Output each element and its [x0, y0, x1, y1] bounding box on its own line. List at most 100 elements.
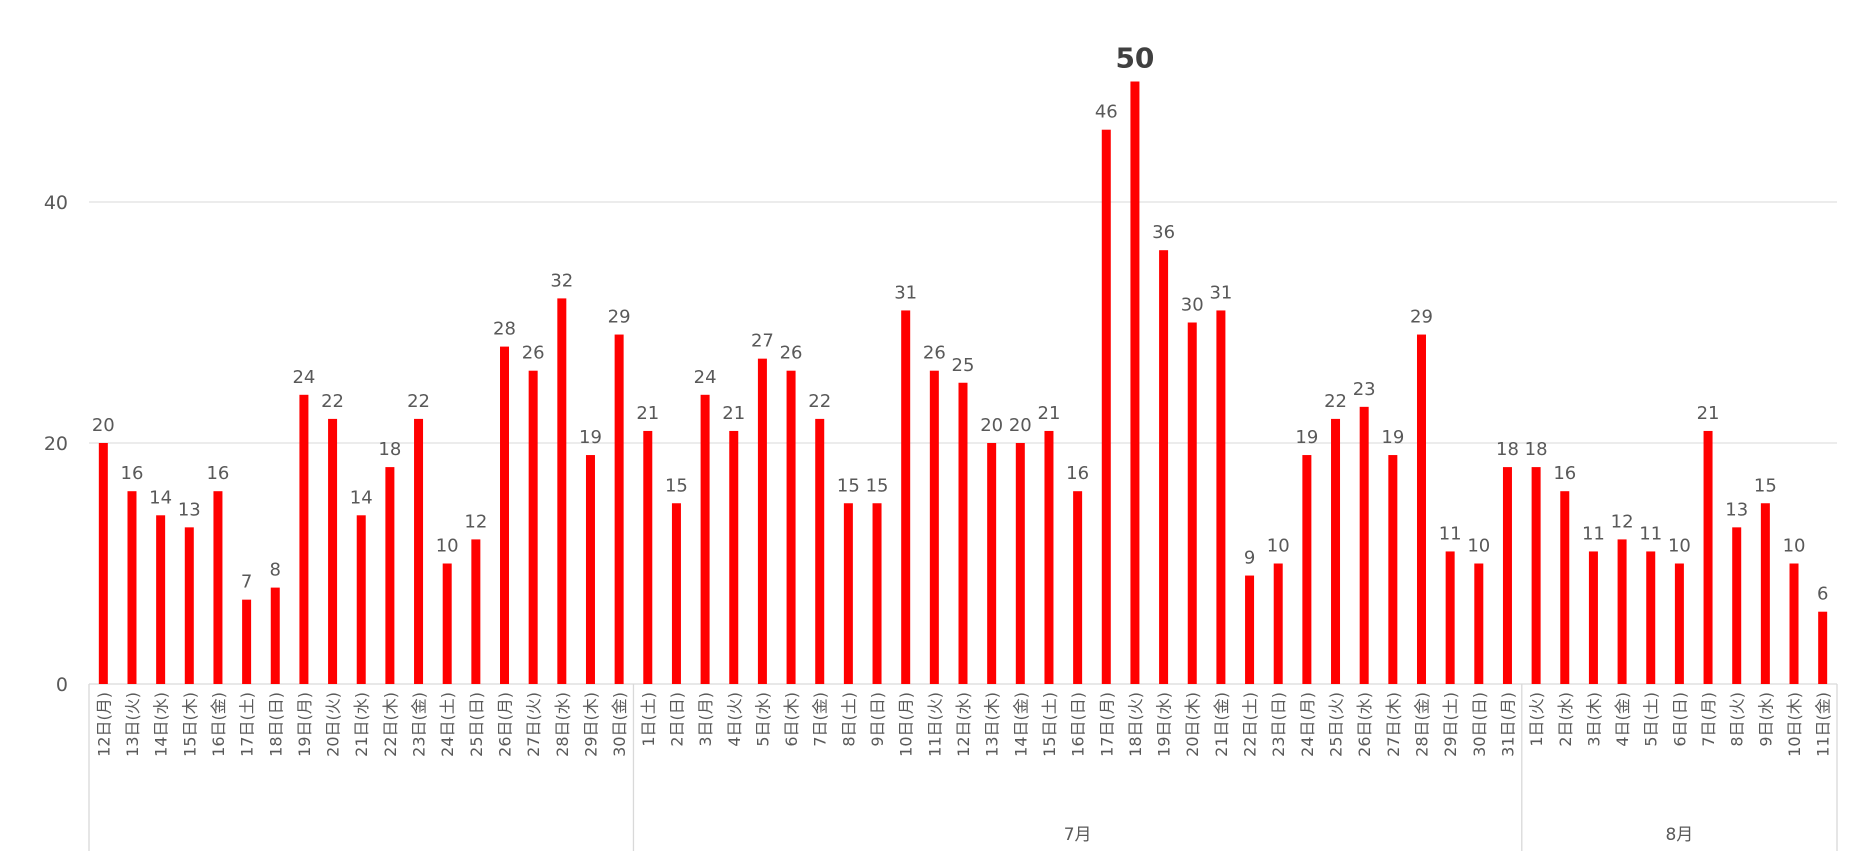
data-label: 19 — [579, 427, 602, 448]
x-tick-label: 24日(月) — [1298, 692, 1317, 757]
bar — [1560, 491, 1570, 684]
data-label: 18 — [1496, 439, 1519, 460]
x-tick-label: 6日(日) — [1670, 692, 1689, 747]
x-tick-label: 2日(日) — [667, 692, 686, 747]
x-tick-label: 14日(水) — [152, 692, 171, 757]
data-label: 13 — [1725, 499, 1748, 520]
data-label: 11 — [1582, 523, 1605, 544]
bar — [1588, 551, 1598, 684]
bar — [1331, 418, 1341, 684]
data-label: 10 — [1267, 536, 1290, 557]
x-tick-label: 9日(日) — [868, 692, 887, 747]
x-tick-label: 30日(金) — [610, 692, 629, 757]
data-label: 6 — [1817, 584, 1828, 605]
x-tick-label: 22日(土) — [1241, 692, 1260, 757]
bar — [385, 467, 395, 684]
data-label: 13 — [178, 499, 201, 520]
bar — [700, 394, 710, 684]
bar — [1703, 430, 1713, 684]
x-tick-label: 19日(水) — [1155, 692, 1174, 757]
data-label: 50 — [1115, 42, 1154, 75]
x-tick-label: 15日(木) — [180, 692, 199, 757]
bar — [1502, 467, 1512, 684]
bar — [958, 382, 968, 684]
x-axis: 12日(月) 13日(火) 14日(水) 15日(木) 16日(金) 17日(土) 18日(… — [88, 684, 1838, 851]
x-tick-label: 26日(水) — [1355, 692, 1374, 757]
data-label: 22 — [407, 391, 430, 412]
bar — [1187, 322, 1197, 684]
bar — [127, 491, 137, 684]
x-tick-label: 18日(火) — [1126, 692, 1145, 757]
data-label: 16 — [206, 463, 229, 484]
data-label: 16 — [121, 463, 144, 484]
bar — [442, 563, 452, 684]
data-label: 31 — [1209, 282, 1232, 303]
bar — [815, 418, 825, 684]
x-tick-label: 29日(土) — [1441, 692, 1460, 757]
x-tick-label: 25日(日) — [467, 692, 486, 757]
bar — [500, 346, 510, 684]
bar — [1273, 563, 1283, 684]
data-label: 10 — [436, 536, 459, 557]
data-labels: 2016141316782422141822101228263219292115… — [92, 42, 1829, 605]
data-label: 24 — [292, 367, 315, 388]
bar — [1732, 527, 1742, 684]
data-label: 9 — [1244, 548, 1255, 569]
bar — [299, 394, 309, 684]
bar — [557, 298, 567, 684]
data-label: 11 — [1639, 523, 1662, 544]
bar — [471, 539, 481, 684]
data-label: 22 — [1324, 391, 1347, 412]
bar — [98, 443, 108, 684]
data-label: 23 — [1353, 379, 1376, 400]
x-tick-label: 21日(金) — [1212, 692, 1231, 757]
data-label: 28 — [493, 319, 516, 340]
bar — [184, 527, 194, 684]
x-tick-label: 8日(火) — [1728, 692, 1747, 747]
data-label: 12 — [464, 511, 487, 532]
bar — [1789, 563, 1799, 684]
data-label: 21 — [636, 403, 659, 424]
bar — [729, 430, 739, 684]
x-tick-label: 8日(土) — [839, 692, 858, 747]
data-label: 15 — [665, 475, 688, 496]
x-tick-label: 23日(金) — [410, 692, 429, 757]
data-label: 10 — [1783, 536, 1806, 557]
x-tick-label: 25日(火) — [1327, 692, 1346, 757]
bar — [929, 370, 939, 684]
x-tick-label: 5日(土) — [1642, 692, 1661, 747]
bar — [987, 443, 997, 684]
x-tick-label: 16日(日) — [1069, 692, 1088, 757]
x-tick-label: 15日(土) — [1040, 692, 1059, 757]
x-tick-label: 4日(金) — [1613, 692, 1632, 747]
x-tick-label: 28日(水) — [553, 692, 572, 757]
x-tick-label: 9日(水) — [1756, 692, 1775, 747]
data-label: 25 — [952, 355, 975, 376]
bar — [1073, 491, 1083, 684]
data-label: 18 — [378, 439, 401, 460]
x-tick-label: 14日(金) — [1011, 692, 1030, 757]
bars — [98, 81, 1828, 684]
x-tick-label: 13日(火) — [123, 692, 142, 757]
x-tick-label: 4日(火) — [725, 692, 744, 747]
data-label: 18 — [1525, 439, 1548, 460]
bar — [1617, 539, 1627, 684]
bar — [1760, 503, 1770, 684]
data-label: 46 — [1095, 102, 1118, 123]
x-tick-label: 17日(月) — [1097, 692, 1116, 757]
x-tick-label: 11日(火) — [925, 692, 944, 757]
x-tick-label: 18日(日) — [266, 692, 285, 757]
x-tick-label: 19日(月) — [295, 692, 314, 757]
data-label: 29 — [608, 307, 631, 328]
bar — [843, 503, 853, 684]
data-label: 16 — [1066, 463, 1089, 484]
data-label: 20 — [980, 415, 1003, 436]
x-tick-label: 20日(火) — [324, 692, 343, 757]
data-label: 20 — [92, 415, 115, 436]
bar — [757, 358, 767, 684]
x-tick-label: 10日(木) — [1785, 692, 1804, 757]
x-tick-label: 23日(日) — [1269, 692, 1288, 757]
bar — [1245, 575, 1255, 684]
data-label: 8 — [270, 560, 281, 581]
